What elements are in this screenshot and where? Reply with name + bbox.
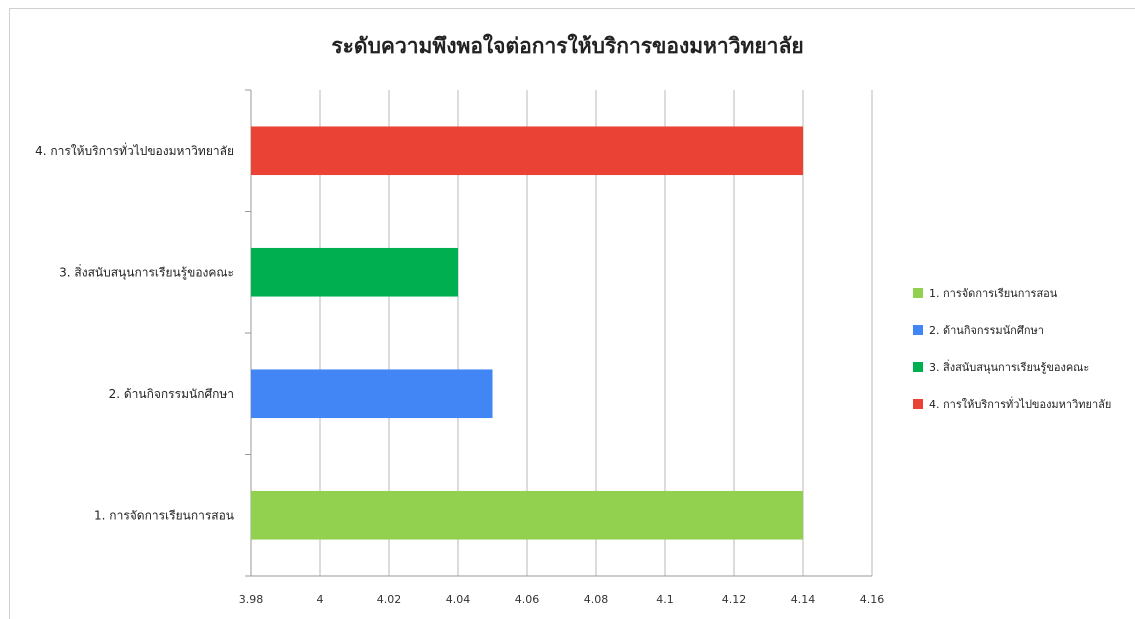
- x-tick-label: 4.1: [656, 593, 674, 606]
- category-label: 2. ด้านกิจกรรมนักศึกษา: [109, 387, 234, 401]
- x-tick-label: 4.08: [584, 593, 609, 606]
- x-tick-label: 3.98: [239, 593, 264, 606]
- legend-label: 1. การจัดการเรียนการสอน: [929, 287, 1058, 300]
- x-tick-label: 4.06: [515, 593, 540, 606]
- x-tick-label: 4.12: [722, 593, 747, 606]
- bar-2[interactable]: [251, 369, 493, 419]
- legend-swatch: [913, 288, 923, 298]
- chart-title: ระดับความพึงพอใจต่อการให้บริการของมหาวิท…: [331, 34, 804, 58]
- x-tick-label: 4.04: [446, 593, 471, 606]
- x-tick-label: 4.14: [791, 593, 816, 606]
- x-tick-label: 4.02: [377, 593, 402, 606]
- legend-swatch: [913, 399, 923, 409]
- category-label: 4. การให้บริการทั่วไปของมหาวิทยาลัย: [35, 142, 234, 158]
- bar-1[interactable]: [251, 490, 803, 540]
- x-tick-label: 4.16: [860, 593, 885, 606]
- legend-label: 4. การให้บริการทั่วไปของมหาวิทยาลัย: [929, 396, 1111, 411]
- category-label: 1. การจัดการเรียนการสอน: [94, 508, 234, 522]
- chart-frame: [9, 8, 1135, 619]
- category-label: 3. สิ่งสนับสนุนการเรียนรู้ของคณะ: [59, 263, 234, 280]
- legend-label: 2. ด้านกิจกรรมนักศึกษา: [929, 324, 1044, 337]
- legend-swatch: [913, 325, 923, 335]
- legend-swatch: [913, 362, 923, 372]
- legend-label: 3. สิ่งสนับสนุนการเรียนรู้ของคณะ: [929, 359, 1089, 374]
- bar-4[interactable]: [251, 126, 803, 176]
- x-tick-label: 4: [317, 593, 324, 606]
- bar-3[interactable]: [251, 247, 458, 297]
